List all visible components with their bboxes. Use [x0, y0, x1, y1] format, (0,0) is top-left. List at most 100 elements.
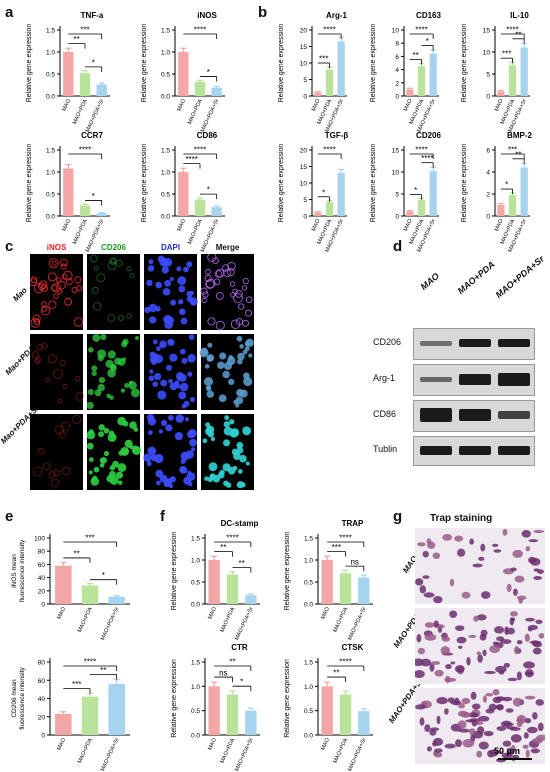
bar — [339, 694, 352, 735]
cell — [71, 286, 78, 294]
bar — [226, 574, 239, 604]
y-axis-label: Relative gene expression — [141, 144, 148, 223]
cell — [158, 429, 163, 434]
y-axis-label: Relative gene expression — [141, 24, 148, 103]
stained-cell — [430, 661, 441, 665]
stained-cell — [501, 696, 513, 702]
y-tick-label: 10 — [483, 50, 491, 57]
significance-label: **** — [79, 146, 91, 155]
cell — [161, 266, 169, 274]
cell — [204, 476, 209, 481]
stained-cell — [419, 717, 425, 726]
cell — [38, 280, 48, 289]
chart-arg1: Arg-1 Relative gene expression 0 5 10 15 20 MAO… — [278, 11, 347, 133]
stained-cell — [489, 645, 501, 654]
stained-cell — [424, 633, 437, 641]
y-axis-label: Relative gene expression — [284, 532, 291, 611]
y-tick-label: 1.0 — [161, 50, 170, 57]
cell — [174, 380, 180, 386]
stained-cell — [417, 647, 426, 655]
cell — [205, 268, 211, 275]
cell — [37, 447, 45, 455]
chart-ctr: CTR Relative gene expression 0.0 0.5 1.0 1.5 M… — [171, 643, 260, 772]
panel-label-b: b — [258, 4, 268, 21]
x-tick-label: MAO+PDA+Sr — [100, 737, 121, 772]
wb-label-arg1: Arg-1 — [373, 373, 396, 383]
y-tick-label: 2 — [395, 80, 399, 87]
x-tick-label: MAO — [320, 606, 331, 621]
chart-title: CTSK — [342, 643, 364, 652]
significance-label: *** — [319, 55, 328, 64]
bar — [429, 171, 437, 216]
wb-band — [459, 339, 491, 347]
cell — [86, 430, 96, 440]
cell — [174, 432, 183, 441]
bar — [520, 167, 528, 216]
cell — [187, 470, 192, 476]
cell — [208, 462, 218, 472]
cell — [218, 394, 227, 403]
cell — [53, 293, 59, 300]
y-tick-label: 0.5 — [46, 192, 55, 199]
stained-cell — [415, 578, 424, 586]
cell — [73, 317, 84, 327]
y-axis-label: Relative gene expression — [370, 144, 377, 223]
cell — [62, 384, 68, 389]
cell — [128, 380, 133, 385]
wb-band — [420, 377, 452, 382]
y-tick-label: 1.0 — [191, 558, 200, 565]
x-tick-label: MAO+PDA — [219, 606, 236, 633]
cell — [124, 439, 133, 448]
cell — [203, 377, 214, 387]
panel-label-d: d — [393, 238, 403, 255]
y-tick-label: 2 — [486, 192, 490, 199]
y-tick-label: 1.0 — [46, 50, 55, 57]
x-tick-label: MAO — [176, 98, 187, 113]
wb-blot-arg1 — [413, 364, 535, 396]
cell — [30, 317, 41, 328]
cell — [167, 339, 173, 344]
bar — [55, 714, 72, 735]
chart-cd206-fluorescence: CD206 mean fluorescence intensity 0 20 40 60 8… — [11, 658, 130, 772]
bar — [211, 87, 222, 96]
significance-label: **** — [194, 26, 206, 35]
stained-cell — [532, 712, 538, 720]
cell — [248, 353, 253, 358]
stained-cell — [470, 691, 477, 700]
bar — [211, 207, 222, 216]
cell — [58, 431, 66, 439]
cell — [50, 478, 60, 488]
cell — [146, 461, 152, 467]
cell — [223, 480, 229, 487]
stained-cell — [432, 552, 441, 559]
cell — [200, 287, 208, 295]
stained-cell — [500, 720, 513, 728]
significance-label: *** — [508, 146, 517, 155]
cell — [169, 353, 178, 362]
cell — [245, 338, 254, 347]
cell — [177, 276, 187, 286]
significance-label: **** — [323, 146, 335, 155]
y-axis-label: Relative gene expression — [370, 24, 377, 103]
stained-cell — [533, 576, 543, 581]
stained-cell — [512, 549, 523, 558]
y-tick-label: 6 — [486, 148, 490, 155]
bar — [339, 573, 352, 604]
cell — [88, 347, 94, 353]
cell — [117, 463, 127, 472]
cell — [239, 344, 244, 349]
cell — [179, 348, 186, 355]
stained-cell — [468, 712, 479, 718]
y-tick-label: 1.0 — [46, 170, 55, 177]
bar — [417, 66, 426, 96]
stained-cell — [516, 671, 522, 681]
stained-cell — [416, 634, 422, 643]
x-tick-label: MAO+PDA+Sr — [100, 606, 121, 641]
chart-ccr7: CCR7 Relative gene expression 0.0 0.5 1.0 1.5… — [26, 131, 110, 253]
cell — [109, 258, 117, 265]
micro-col-merge: Merge — [215, 243, 240, 252]
stained-cell — [454, 625, 465, 631]
stained-cell — [524, 717, 532, 724]
cell — [99, 463, 105, 468]
